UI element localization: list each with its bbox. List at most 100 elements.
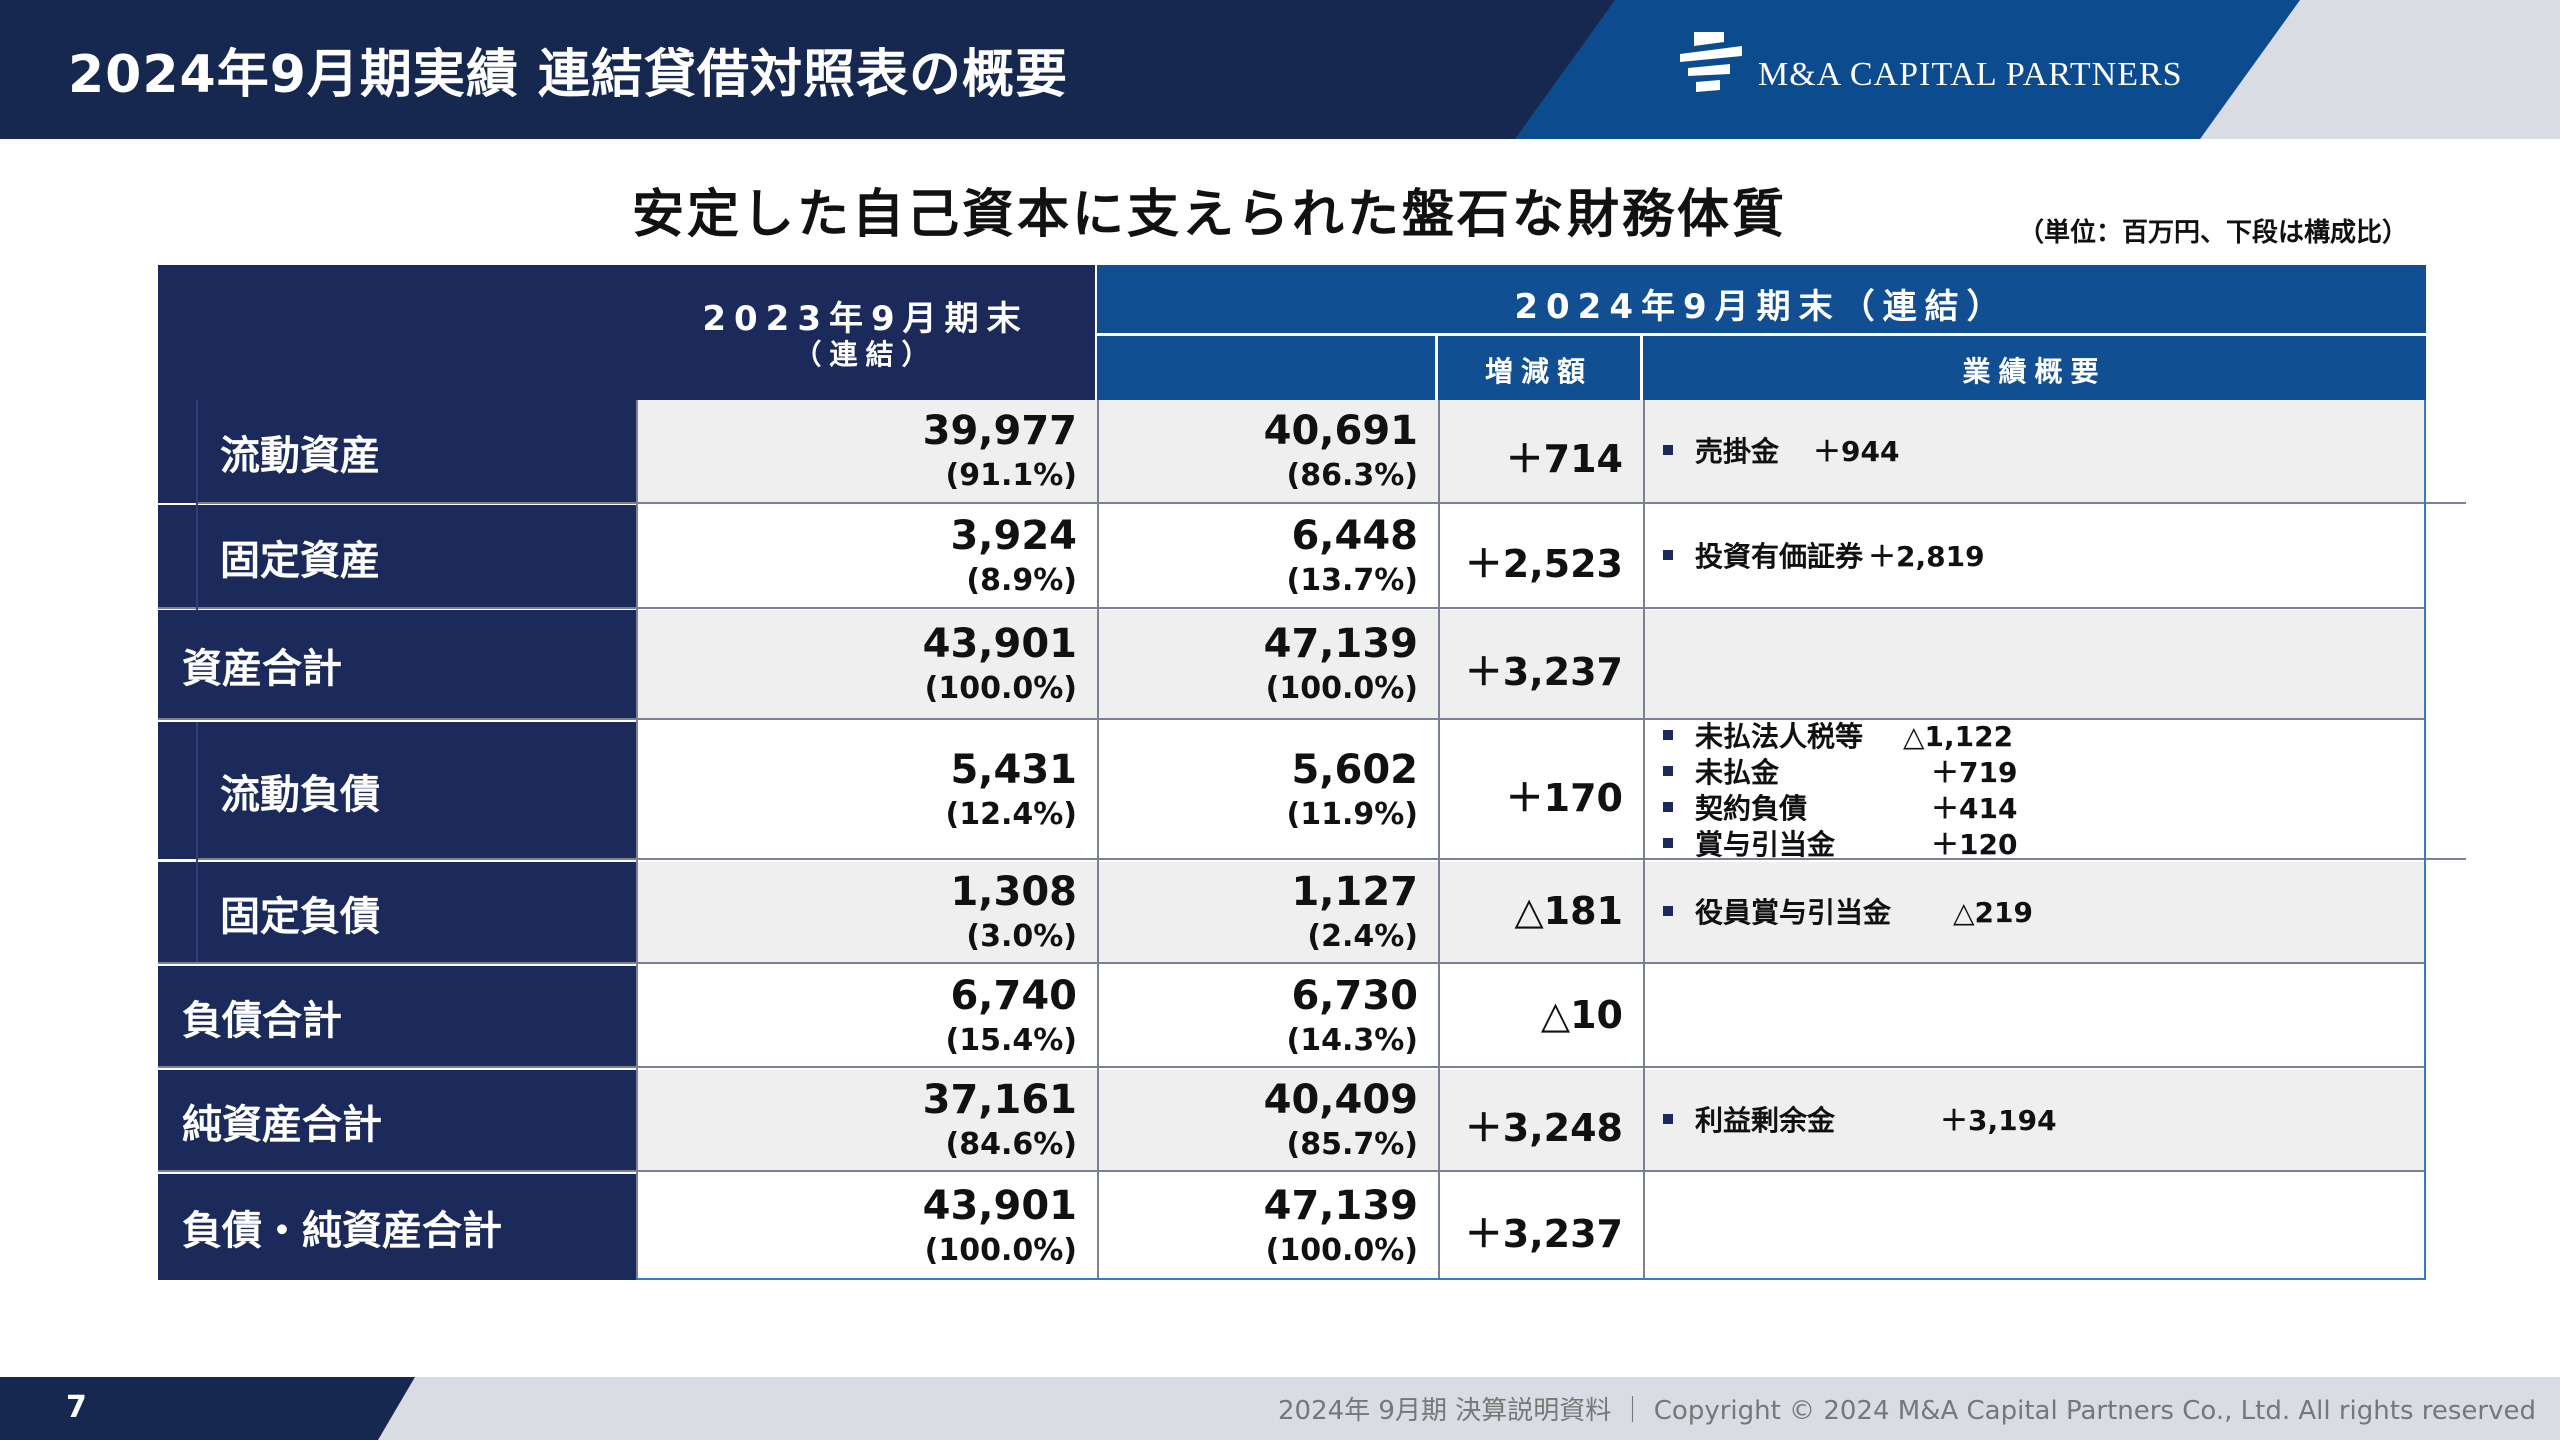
cell-summary xyxy=(1643,966,2426,1067)
summary-note-item: 投資有価証券 ＋2,819 xyxy=(1663,539,1985,575)
cell-2023: 6,740 (15.4%) xyxy=(636,966,1097,1067)
row-divider xyxy=(198,502,2466,504)
table-corner-cell xyxy=(158,265,636,400)
diff-amount: ＋3,237 xyxy=(1464,650,1623,694)
column-divider xyxy=(1438,400,1440,1280)
value-ratio: (85.7%) xyxy=(1286,1127,1419,1162)
value-ratio: (12.4%) xyxy=(945,797,1078,832)
row-label-cell: 流動負債 xyxy=(158,722,636,859)
bullet-icon xyxy=(1663,838,1673,848)
note-value: ＋2,819 xyxy=(1868,540,1985,573)
header-diff: 増減額 xyxy=(1438,336,1640,400)
note-name: 役員賞与引当金 xyxy=(1695,896,1892,929)
diff-amount: ＋3,237 xyxy=(1464,1212,1623,1256)
slide-subtitle: 安定した自己資本に支えられた盤石な財務体質 xyxy=(632,185,1788,245)
cell-2023: 43,901 (100.0%) xyxy=(636,1174,1097,1280)
cell-2023: 5,431 (12.4%) xyxy=(636,722,1097,859)
cell-2023: 39,977 (91.1%) xyxy=(636,400,1097,503)
value-amount: 47,139 xyxy=(1263,1183,1418,1229)
footer-navy-band xyxy=(0,1377,415,1440)
row-divider xyxy=(198,858,2466,860)
copyright-text: 2024年 9月期 決算説明資料 ｜ Copyright © 2024 M&A … xyxy=(1277,1396,2536,1426)
bullet-icon xyxy=(1663,766,1673,776)
value-amount: 6,448 xyxy=(1291,513,1418,559)
header-2024-value xyxy=(1097,336,1435,400)
value-ratio: (13.7%) xyxy=(1286,563,1419,598)
note-value: △1,122 xyxy=(1903,720,2014,753)
row-label: 固定負債 xyxy=(220,893,380,940)
value-amount: 3,924 xyxy=(950,513,1077,559)
summary-notes: 投資有価証券 ＋2,819 xyxy=(1663,539,1985,575)
value-amount: 43,901 xyxy=(922,1183,1077,1229)
row-label-cell: 資産合計 xyxy=(158,610,636,719)
cell-2024: 6,730 (14.3%) xyxy=(1097,966,1438,1067)
diff-amount: ＋2,523 xyxy=(1464,542,1623,586)
cell-diff: ＋170 xyxy=(1438,722,1643,859)
cell-summary xyxy=(1643,1174,2426,1280)
row-label-cell: 負債・純資産合計 xyxy=(158,1174,636,1280)
cell-summary: 利益剰余金 ＋3,194 xyxy=(1643,1070,2426,1171)
value-ratio: (3.0%) xyxy=(966,919,1077,954)
diff-amount: ＋3,248 xyxy=(1464,1106,1623,1150)
value-amount: 5,431 xyxy=(950,747,1077,793)
group-accent-line xyxy=(196,722,198,962)
row-label-cell: 純資産合計 xyxy=(158,1070,636,1171)
header-navy-band xyxy=(0,0,1640,139)
value-ratio: (86.3%) xyxy=(1286,458,1419,493)
summary-notes: 売掛金 ＋944 xyxy=(1663,434,1899,470)
value-ratio: (84.6%) xyxy=(945,1127,1078,1162)
row-label: 流動資産 xyxy=(220,432,380,479)
bullet-icon xyxy=(1663,1114,1673,1124)
value-ratio: (100.0%) xyxy=(924,671,1077,706)
bullet-icon xyxy=(1663,550,1673,560)
cell-diff: ＋3,248 xyxy=(1438,1070,1643,1171)
row-divider xyxy=(158,1170,2426,1172)
bullet-icon xyxy=(1663,906,1673,916)
row-divider xyxy=(158,718,2426,720)
value-ratio: (100.0%) xyxy=(924,1233,1077,1268)
cell-diff: ＋3,237 xyxy=(1438,610,1643,719)
cell-2023: 1,308 (3.0%) xyxy=(636,862,1097,963)
cell-2024: 1,127 (2.4%) xyxy=(1097,862,1438,963)
cell-diff: △10 xyxy=(1438,966,1643,1067)
value-amount: 43,901 xyxy=(922,621,1077,667)
row-label: 負債・純資産合計 xyxy=(182,1208,502,1254)
cell-2024: 5,602 (11.9%) xyxy=(1097,722,1438,859)
column-divider xyxy=(636,400,638,1280)
value-amount: 6,730 xyxy=(1291,973,1418,1019)
bullet-icon xyxy=(1663,730,1673,740)
value-ratio: (91.1%) xyxy=(945,458,1078,493)
header-2024: 2024年9月期末（連結） xyxy=(1097,265,2426,333)
summary-note-item: 契約負債 ＋414 xyxy=(1663,791,2017,827)
diff-amount: △10 xyxy=(1540,993,1623,1037)
summary-notes: 未払法人税等 △1,122 未払金 ＋719 契約負債 ＋414 賞与引当金 ＋120 xyxy=(1663,719,2017,863)
summary-note-item: 未払金 ＋719 xyxy=(1663,755,2017,791)
row-divider xyxy=(158,1066,2426,1068)
note-value: △219 xyxy=(1953,896,2033,929)
company-logo-icon xyxy=(1680,32,1742,92)
page-title: 2024年9月期実績 連結貸借対照表の概要 xyxy=(68,45,1069,105)
note-value: ＋944 xyxy=(1813,435,1900,468)
note-name: 利益剰余金 xyxy=(1695,1104,1836,1137)
row-label-cell: 固定資産 xyxy=(158,505,636,608)
page-number: 7 xyxy=(66,1390,87,1425)
unit-note: （単位：百万円、下段は構成比） xyxy=(2018,218,2409,248)
note-value: ＋3,194 xyxy=(1940,1104,2057,1137)
value-amount: 37,161 xyxy=(922,1077,1077,1123)
cell-diff: ＋2,523 xyxy=(1438,505,1643,608)
cell-2023: 37,161 (84.6%) xyxy=(636,1070,1097,1171)
cell-2023: 3,924 (8.9%) xyxy=(636,505,1097,608)
row-label-cell: 流動資産 xyxy=(158,400,636,503)
cell-summary: 投資有価証券 ＋2,819 xyxy=(1643,505,2426,608)
summary-note-item: 未払法人税等 △1,122 xyxy=(1663,719,2013,755)
note-value: ＋719 xyxy=(1931,756,2018,789)
summary-note-item: 賞与引当金 ＋120 xyxy=(1663,827,2017,863)
header-blue-band xyxy=(1515,0,2300,139)
summary-notes: 役員賞与引当金 △219 xyxy=(1663,895,2033,931)
value-ratio: (100.0%) xyxy=(1265,1233,1418,1268)
value-ratio: (8.9%) xyxy=(966,563,1077,598)
row-label: 純資産合計 xyxy=(182,1101,382,1148)
footer-bar xyxy=(0,1377,2560,1440)
cell-2024: 40,691 (86.3%) xyxy=(1097,400,1438,503)
value-ratio: (100.0%) xyxy=(1265,671,1418,706)
